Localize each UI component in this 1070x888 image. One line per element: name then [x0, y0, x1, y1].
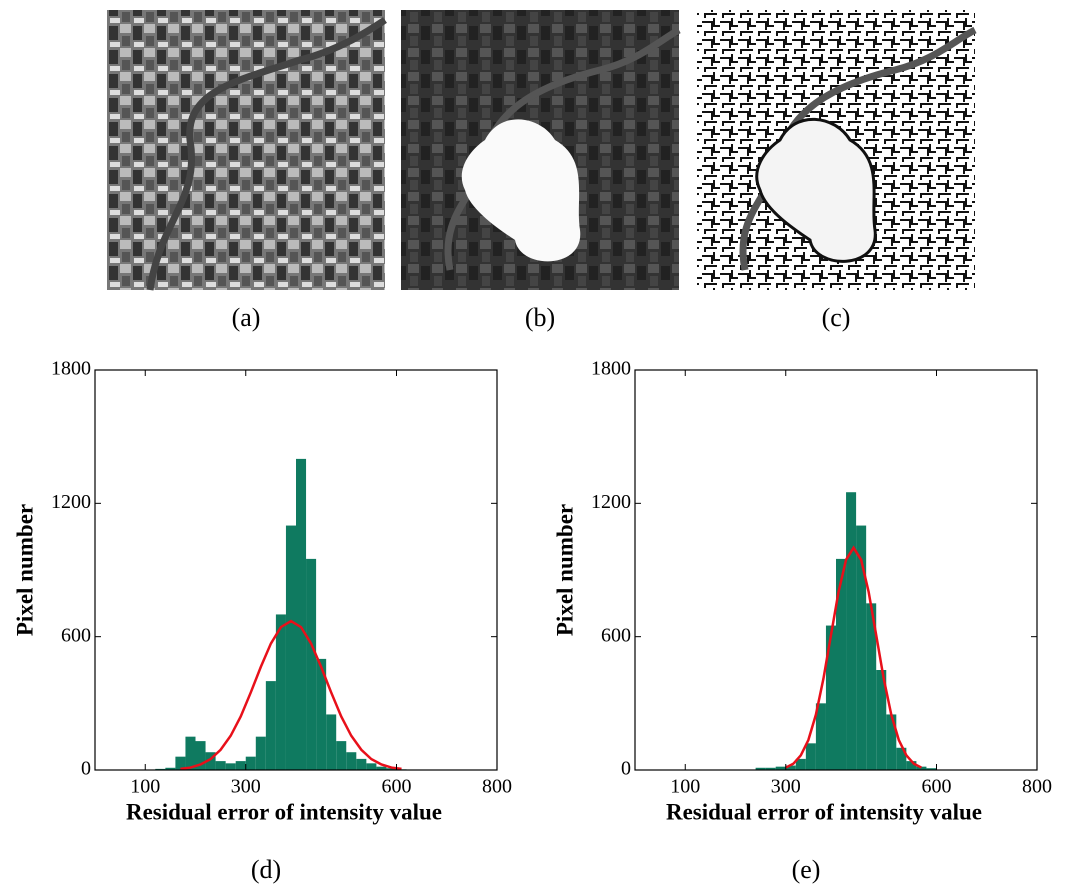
- histogram-bar: [165, 767, 176, 770]
- histogram-bar: [245, 756, 256, 770]
- histogram-bar: [866, 603, 877, 770]
- histogram-bar: [205, 752, 216, 770]
- histogram-bar: [815, 703, 826, 770]
- histogram-bar: [795, 758, 806, 770]
- histogram-bar: [336, 741, 347, 770]
- y-tick-label: 1200: [591, 491, 631, 513]
- histogram-bar: [175, 756, 186, 770]
- histogram-bar: [235, 761, 246, 770]
- histogram-bar: [775, 766, 786, 770]
- histogram-bar: [836, 558, 847, 770]
- caption: (e): [792, 855, 821, 884]
- y-tick-label: 1800: [51, 358, 91, 380]
- y-axis-label: Pixel number: [552, 504, 577, 636]
- x-tick-label: 100: [670, 776, 700, 798]
- caption: (d): [251, 855, 281, 884]
- histogram-bar: [906, 761, 917, 770]
- x-tick-label: 300: [231, 776, 261, 798]
- histogram-bar: [356, 758, 367, 770]
- histogram-bar: [785, 765, 796, 770]
- histogram-bar: [265, 681, 276, 770]
- histogram-bar: [326, 714, 337, 770]
- image-label: (c): [822, 303, 851, 332]
- histogram-bar: [306, 558, 317, 770]
- image-c: [697, 10, 977, 290]
- image-label: (a): [232, 303, 261, 332]
- histogram-bar: [195, 741, 206, 770]
- x-tick-label: 800: [1022, 776, 1052, 798]
- x-axis-label: Residual error of intensity value: [126, 799, 442, 824]
- x-axis-label: Residual error of intensity value: [666, 799, 982, 824]
- histogram-bar: [765, 767, 776, 770]
- plot-frame: [634, 369, 1038, 771]
- histogram-bar: [926, 768, 937, 770]
- histogram-bar: [366, 763, 377, 770]
- x-tick-label: 600: [922, 776, 952, 798]
- x-tick-label: 800: [482, 776, 512, 798]
- histogram-bar: [346, 752, 357, 770]
- histogram-bar: [825, 625, 836, 770]
- image-b: [401, 10, 681, 290]
- y-tick-label: 0: [621, 758, 631, 780]
- histogram-bar: [285, 525, 296, 770]
- histogram-bar: [856, 525, 867, 770]
- y-axis-label: Pixel number: [12, 504, 37, 636]
- y-tick-label: 1200: [51, 491, 91, 513]
- x-tick-label: 600: [382, 776, 412, 798]
- y-tick-label: 600: [601, 624, 631, 646]
- histogram-bar: [185, 736, 196, 770]
- y-tick-label: 600: [61, 624, 91, 646]
- histogram-bar: [876, 670, 887, 770]
- histogram-bar: [755, 767, 766, 770]
- histogram-bar: [386, 768, 397, 770]
- histogram-bar: [886, 714, 897, 770]
- histogram-bar: [296, 458, 307, 770]
- histogram-bar: [316, 658, 327, 770]
- image-label: (b): [525, 303, 555, 332]
- histogram-bar: [225, 763, 236, 770]
- histogram-bar: [896, 747, 907, 770]
- x-tick-label: 100: [130, 776, 160, 798]
- histogram-bar: [805, 743, 816, 770]
- plot-frame: [94, 369, 498, 771]
- histogram-bar: [846, 492, 857, 770]
- image-a: [107, 10, 387, 291]
- fit-line: [180, 619, 402, 771]
- y-tick-label: 1800: [591, 358, 631, 380]
- histogram-bar: [275, 614, 286, 770]
- y-tick-label: 0: [81, 758, 91, 780]
- histogram-bar: [916, 766, 927, 770]
- x-tick-label: 300: [771, 776, 801, 798]
- histogram-bar: [255, 736, 266, 770]
- histogram-bar: [215, 761, 226, 770]
- fit-line: [785, 545, 922, 769]
- histogram-bar: [376, 766, 387, 770]
